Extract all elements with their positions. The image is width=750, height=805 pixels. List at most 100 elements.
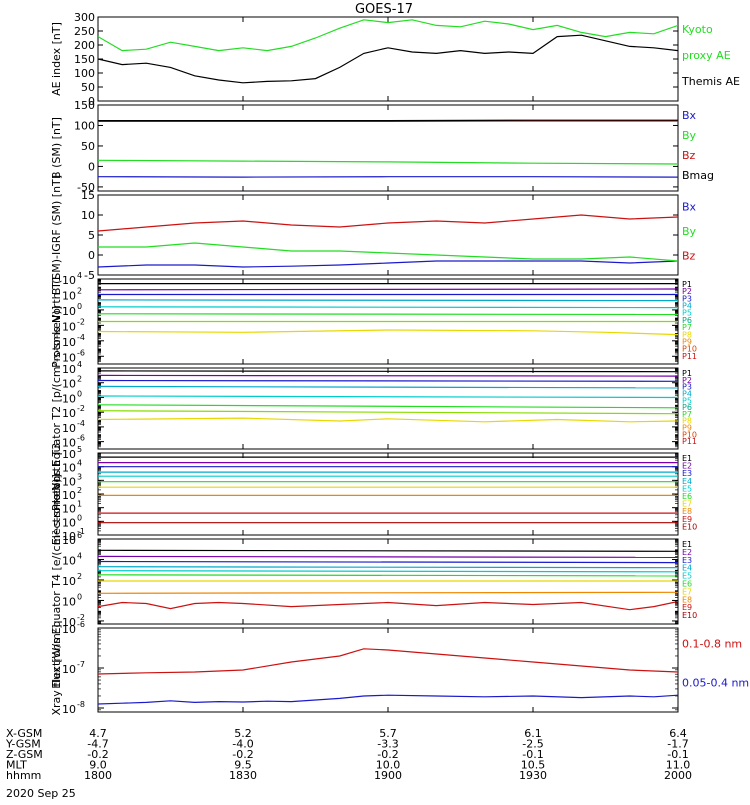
y-tick-label: 10 [62,274,76,287]
y-tick-label: -5 [84,269,95,282]
y-tick-label: 10 [62,554,76,567]
y-tick-label: 10 [62,462,76,475]
y-tick-label: 10 [62,363,76,376]
y-axis-label: B (SM) [nT] [50,117,63,179]
y-tick-exponent: 4 [77,551,82,560]
series-line-p3 [98,381,678,382]
y-tick-exponent: 6 [77,531,82,540]
series-line-e5 [98,571,678,572]
series-line-p5 [98,396,678,398]
y-tick-label: 10 [62,489,76,502]
y-tick-label: 10 [62,623,76,636]
y-tick-label: 50 [81,140,95,153]
x-axis-row-value: 2000 [664,769,692,782]
y-axis-label: AE index [nT] [50,22,63,96]
y-tick-exponent: 4 [77,360,82,369]
series-line-e3 [98,562,678,563]
panel-frame [98,17,678,101]
y-tick-exponent: -2 [77,404,85,413]
y-tick-label: 150 [74,53,95,66]
legend-entry: Bz [682,149,696,162]
y-tick-label: 100 [74,119,95,132]
legend-entry: P11 [682,352,697,361]
y-tick-exponent: 1 [77,500,82,509]
series-line-e1 [98,550,678,551]
legend-entry: E10 [682,611,697,620]
y-tick-exponent: 4 [77,271,82,280]
series-line-by [98,243,678,261]
date-label: 2020 Sep 25 [6,787,76,800]
y-tick-label: 10 [62,336,76,349]
y-tick-exponent: 0 [77,302,82,311]
series-line-kyoto-proxy-ae [98,20,678,51]
y-tick-exponent: -4 [77,419,85,428]
y-tick-exponent: 4 [77,459,82,468]
y-tick-exponent: -8 [77,700,85,709]
y-tick-exponent: 2 [77,572,82,581]
legend-entry: 0.05-0.4 nm [682,677,749,690]
y-tick-exponent: -2 [77,317,85,326]
series-line-0-05-0-4-nm [98,695,678,704]
series-line-p7 [98,411,678,414]
y-tick-label: 10 [62,320,76,333]
series-line-by [98,160,678,164]
y-tick-exponent: -7 [77,660,85,669]
legend-entry: Kyoto [682,23,713,36]
y-tick-exponent: 2 [77,286,82,295]
y-tick-label: 10 [62,448,76,461]
x-axis-row-value: 1900 [374,769,402,782]
chart-title: GOES-17 [355,2,413,17]
series-line-bx [98,261,678,267]
legend-entry: Bx [682,200,697,213]
legend-entry: Themis AE [681,75,740,88]
y-tick-exponent: 3 [77,472,82,481]
y-tick-label: 50 [81,81,95,94]
y-tick-exponent: -4 [77,333,85,342]
y-tick-label: 10 [62,534,76,547]
series-line-p6 [98,314,678,315]
panel-frame [98,105,678,191]
series-line-p4 [98,386,678,388]
series-line-e6 [98,575,678,576]
y-tick-label: 10 [62,475,76,488]
y-tick-label: 10 [81,209,95,222]
series-line-p2 [98,375,678,376]
y-tick-label: 10 [62,407,76,420]
y-tick-exponent: -6 [77,348,85,357]
y-tick-label: 10 [62,503,76,516]
series-line-themis-ae [98,35,678,83]
y-tick-label: 0 [88,160,95,173]
series-line-p8 [98,330,678,335]
y-tick-exponent: 0 [77,592,82,601]
x-axis-row-value: 1800 [84,769,112,782]
legend-entry: Bz [682,250,696,263]
y-tick-exponent: 2 [77,375,82,384]
y-tick-label: 300 [74,11,95,24]
y-tick-label: 10 [62,289,76,302]
panel-frame [98,628,678,712]
y-axis-label: Xray flux [W/m²] [50,624,63,715]
series-line-p1 [98,371,678,372]
y-tick-label: 150 [74,99,95,112]
legend-entry: By [682,225,697,238]
y-tick-exponent: -6 [77,434,85,443]
y-tick-label: 15 [81,189,95,202]
y-tick-label: 250 [74,25,95,38]
series-line-e9 [98,602,678,610]
x-axis-row-value: 1930 [519,769,547,782]
y-tick-label: 10 [62,516,76,529]
y-tick-exponent: 0 [77,513,82,522]
y-tick-exponent: 0 [77,389,82,398]
x-axis-row-value: 1830 [229,769,257,782]
series-line-p4 [98,300,678,301]
y-tick-label: 10 [62,378,76,391]
legend-entry: By [682,129,697,142]
series-line-p5 [98,307,678,308]
legend-entry: 0.1-0.8 nm [682,638,742,651]
y-tick-label: 10 [62,305,76,318]
